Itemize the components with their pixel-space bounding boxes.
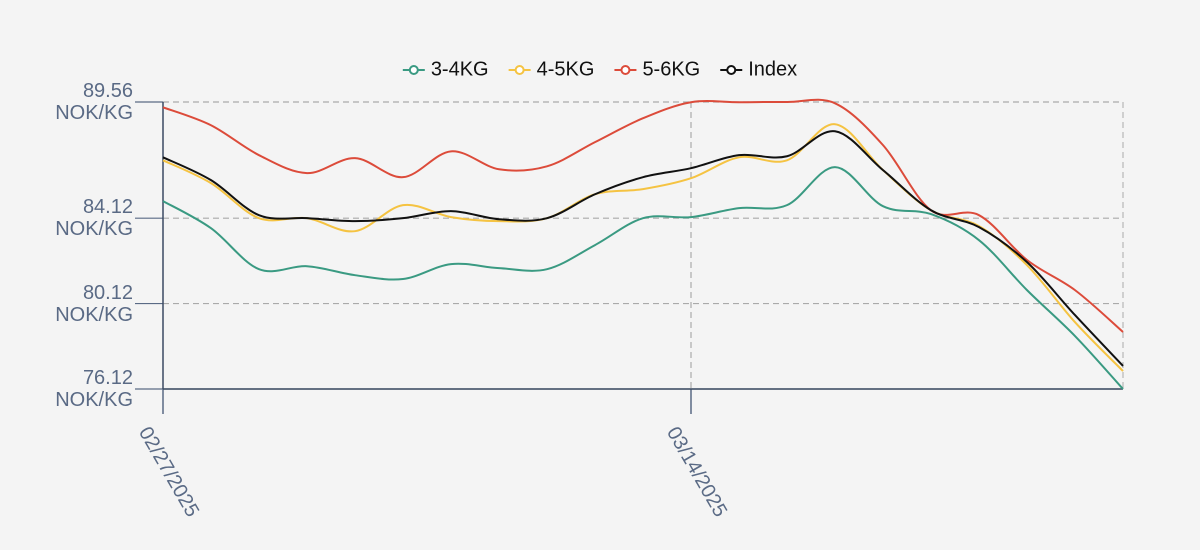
series-line: [162, 123, 1124, 372]
series-line: [162, 98, 1124, 333]
legend-label: Index: [748, 58, 797, 80]
series-line: [162, 130, 1124, 367]
legend-label: 4-5KG: [537, 58, 595, 80]
y-tick-label: 80.12 NOK/KG: [55, 281, 133, 326]
y-tick-label: 76.12 NOK/KG: [55, 367, 133, 411]
legend-marker: [408, 65, 419, 75]
x-tick-label: 02/27/2025: [134, 423, 203, 521]
legend: 3-4KG 4-5KG 5-6KG Index: [402, 58, 797, 80]
legend-marker: [620, 65, 631, 75]
series-line: [162, 166, 1124, 390]
legend-item: 4-5KG: [508, 58, 595, 80]
x-tick-label: 03/14/2025: [662, 423, 731, 521]
legend-marker: [514, 65, 525, 75]
y-tick-label: 89.56 NOK/KG: [55, 80, 133, 124]
legend-item: Index: [720, 58, 797, 80]
legend-label: 5-6KG: [642, 58, 700, 80]
y-tick-label: 84.12 NOK/KG: [55, 196, 133, 241]
legend-item: 5-6KG: [614, 58, 700, 80]
legend-item: 3-4KG: [402, 58, 489, 80]
legend-label: 3-4KG: [431, 58, 489, 80]
legend-marker: [726, 65, 737, 75]
